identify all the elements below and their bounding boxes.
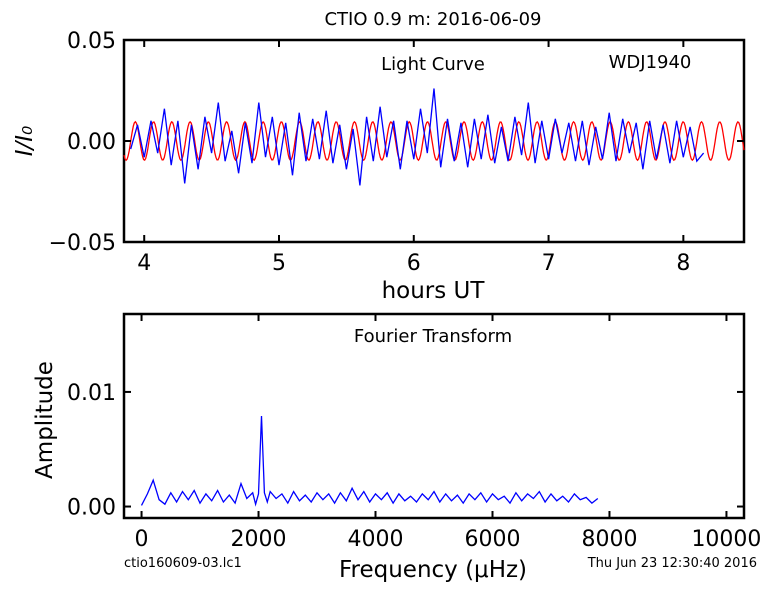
light-curve-xtick-label: 7 — [542, 251, 556, 276]
object-label: WDJ1940 — [609, 52, 692, 73]
light-curve-ytick-label: 0.00 — [67, 130, 116, 155]
light-curve-panel: Light Curve WDJ1940 4 5 6 7 8 −0.05 0.00 0.05 h… — [12, 29, 746, 304]
light-curve-xtick-label: 4 — [137, 251, 151, 276]
fourier-line — [140, 415, 599, 507]
light-curve-xtick-label: 5 — [272, 251, 286, 276]
light-curve-xtick-label: 8 — [676, 251, 690, 276]
light-curve-ytick-label: −0.05 — [49, 231, 116, 256]
footer-filename: ctio160609-03.lc1 — [124, 556, 242, 571]
light-curve-xlabel: hours UT — [382, 278, 486, 304]
fourier-xlabel: Frequency (μHz) — [339, 557, 527, 583]
light-curve-line — [130, 88, 705, 186]
light-curve-ylabel: I/I₀ — [12, 126, 38, 157]
fourier-ytick-label: 0.00 — [67, 496, 116, 521]
fourier-xtick-label: 4000 — [348, 527, 404, 552]
fourier-xtick-label: 6000 — [464, 527, 520, 552]
fourier-series — [140, 415, 599, 507]
light-curve-ytick-label: 0.05 — [67, 29, 116, 54]
fourier-xtick-label: 2000 — [231, 527, 287, 552]
footer-timestamp: Thu Jun 23 12:30:40 2016 — [587, 556, 757, 571]
light-curve-label: Light Curve — [381, 54, 485, 75]
light-curve-ticks: 4 5 6 7 8 −0.05 0.00 0.05 — [49, 29, 744, 276]
fourier-xtick-label: 10000 — [691, 527, 761, 552]
fourier-label: Fourier Transform — [354, 326, 512, 347]
fourier-panel: Fourier Transform 0 2000 4000 6000 8000 10000… — [32, 312, 761, 583]
light-curve-xtick-label: 6 — [407, 251, 421, 276]
fourier-ticks: 0 2000 4000 6000 8000 10000 0.00 0.01 — [67, 314, 761, 552]
fourier-ytick-label: 0.01 — [67, 381, 116, 406]
light-curve-series — [123, 88, 745, 186]
fourier-ylabel: Amplitude — [32, 361, 58, 479]
fourier-frame — [122, 312, 746, 520]
fourier-xtick-label: 0 — [135, 527, 149, 552]
figure-title: CTIO 0.9 m: 2016-06-09 — [324, 9, 541, 30]
fourier-xtick-label: 8000 — [581, 527, 637, 552]
